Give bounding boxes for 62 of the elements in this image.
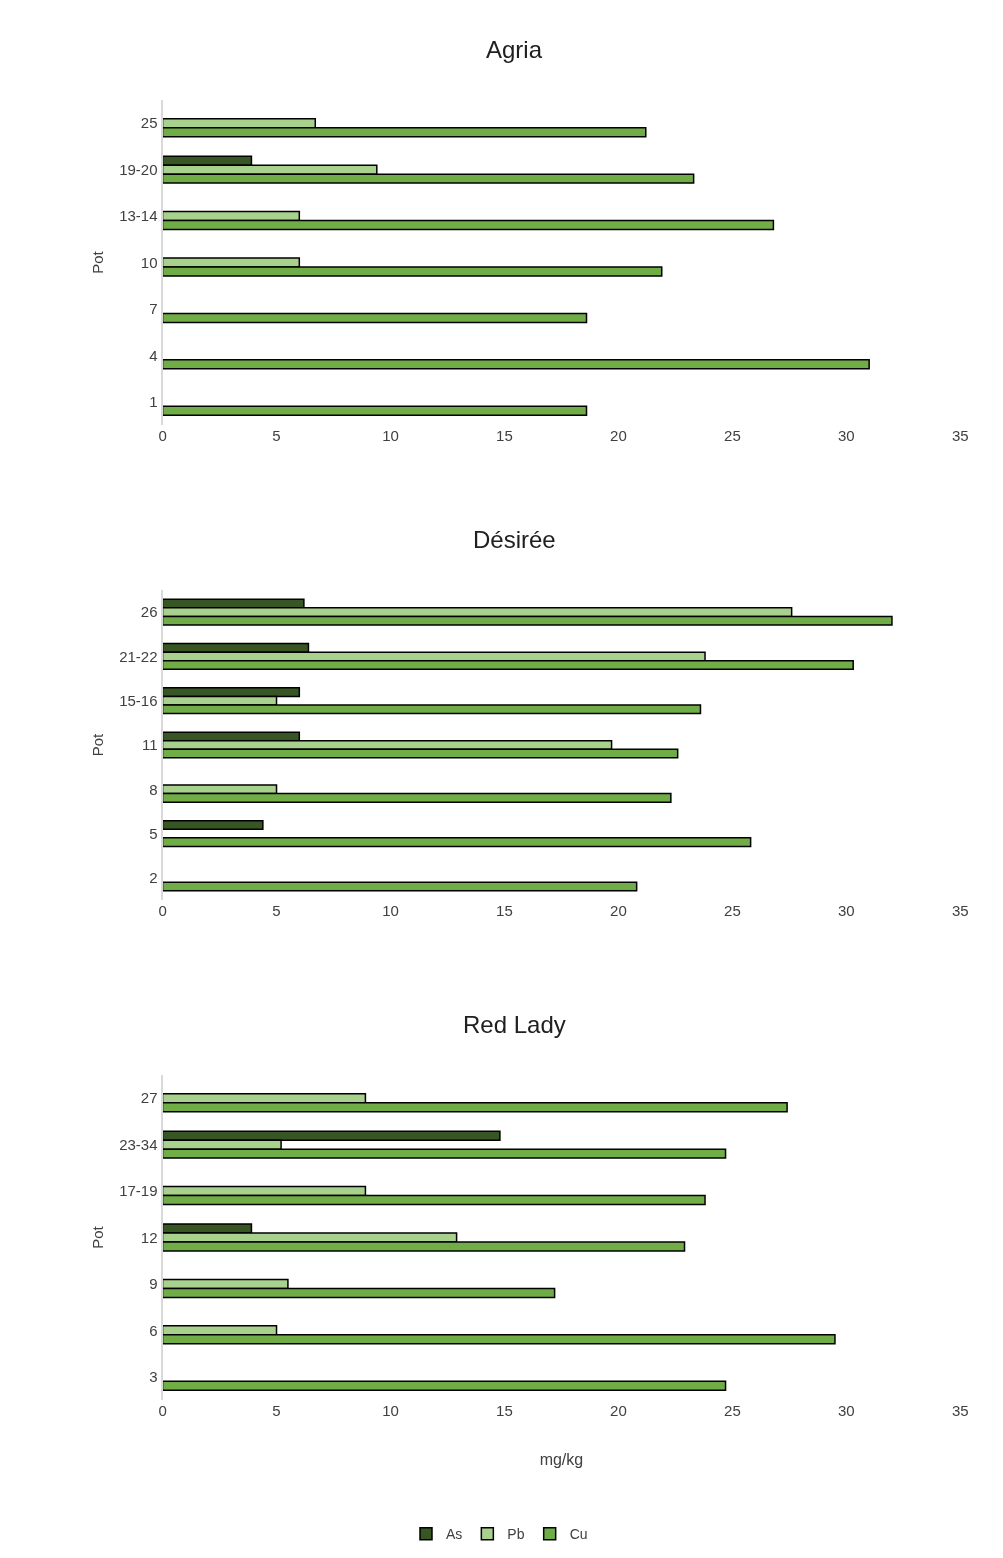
chart-title: Red Lady xyxy=(463,1011,566,1038)
y-tick-label: 15-16 xyxy=(119,691,158,709)
x-tick-label: 30 xyxy=(838,427,855,444)
bar xyxy=(162,359,870,370)
legend-label: As xyxy=(446,1526,463,1543)
x-tick-label: 0 xyxy=(158,427,167,444)
x-tick-label: 5 xyxy=(272,1402,281,1419)
bar xyxy=(162,405,588,416)
x-tick-label: 20 xyxy=(610,902,627,919)
y-tick-label: 3 xyxy=(149,1368,158,1386)
x-tick-label: 0 xyxy=(158,902,167,919)
x-tick-label: 35 xyxy=(951,1402,969,1419)
y-tick-label: 17-19 xyxy=(119,1182,158,1200)
y-tick-label: 23-34 xyxy=(119,1135,158,1153)
x-tick-label: 35 xyxy=(951,427,969,444)
legend-label: Pb xyxy=(507,1526,525,1543)
x-tick-label: 5 xyxy=(272,902,281,919)
y-tick-label: 8 xyxy=(149,780,158,798)
y-tick-label: 11 xyxy=(141,736,158,754)
chart-title: Désirée xyxy=(473,526,556,553)
x-axis-title: mg/kg xyxy=(539,1450,584,1468)
x-tick-label: 25 xyxy=(724,1402,741,1419)
x-tick-label: 35 xyxy=(951,902,969,919)
x-tick-label: 0 xyxy=(158,1402,167,1419)
bar xyxy=(162,312,588,324)
chart-title: Agria xyxy=(486,36,543,63)
y-axis-title: Pot xyxy=(88,732,106,757)
bar xyxy=(162,819,264,831)
y-tick-label: 6 xyxy=(149,1321,158,1339)
y-tick-label: 19-20 xyxy=(119,160,158,178)
y-tick-label: 25 xyxy=(140,114,158,132)
x-tick-label: 15 xyxy=(496,427,513,444)
y-axis-title: Pot xyxy=(88,250,106,274)
y-tick-label: 26 xyxy=(140,603,158,621)
y-tick-label: 12 xyxy=(140,1228,158,1246)
x-tick-label: 15 xyxy=(496,1402,513,1419)
legend-label: Cu xyxy=(569,1526,588,1543)
bar xyxy=(162,1380,727,1391)
y-tick-label: 5 xyxy=(149,824,158,842)
x-tick-label: 10 xyxy=(382,1402,399,1419)
y-tick-label: 1 xyxy=(149,393,158,411)
x-tick-label: 10 xyxy=(382,902,399,919)
bar xyxy=(162,837,752,848)
x-tick-label: 10 xyxy=(382,427,399,444)
x-tick-label: 15 xyxy=(496,902,513,919)
x-tick-label: 30 xyxy=(838,1402,855,1419)
bar xyxy=(162,881,638,892)
x-tick-label: 25 xyxy=(724,427,741,444)
y-tick-label: 9 xyxy=(149,1275,158,1293)
y-tick-label: 27 xyxy=(140,1089,158,1107)
x-tick-label: 30 xyxy=(838,902,855,919)
y-tick-label: 7 xyxy=(149,300,158,318)
y-axis-title: Pot xyxy=(88,1225,106,1249)
y-tick-label: 2 xyxy=(149,869,158,887)
y-tick-label: 4 xyxy=(149,346,158,364)
x-tick-label: 25 xyxy=(724,902,741,919)
y-tick-label: 13-14 xyxy=(119,207,158,225)
x-tick-label: 5 xyxy=(272,427,281,444)
x-tick-label: 20 xyxy=(610,1402,627,1419)
y-tick-label: 21-22 xyxy=(119,647,158,665)
y-tick-label: 10 xyxy=(140,253,158,271)
x-tick-label: 20 xyxy=(610,427,627,444)
